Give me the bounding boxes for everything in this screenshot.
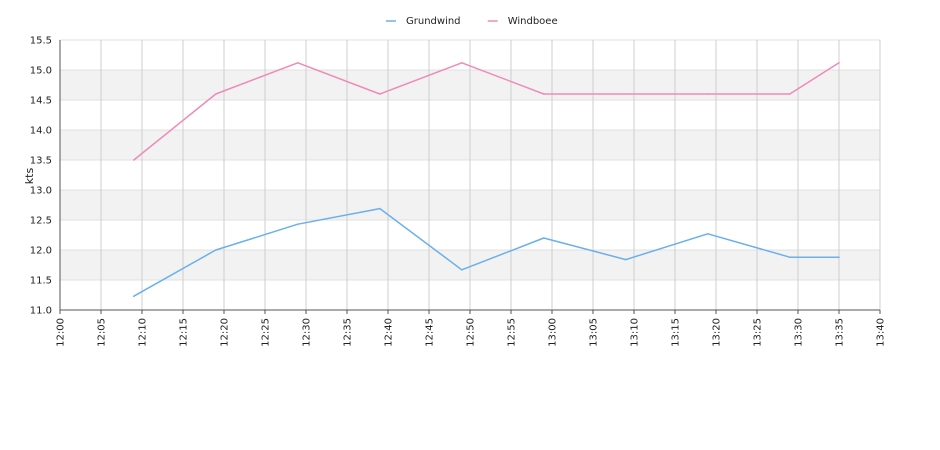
x-tick-label: 13:30 bbox=[794, 318, 805, 347]
x-tick-label: 13:40 bbox=[876, 318, 887, 347]
x-tick-label: 12:10 bbox=[138, 318, 149, 347]
legend-label: Grundwind bbox=[406, 16, 461, 27]
y-axis-label: kts bbox=[23, 168, 36, 185]
x-tick-label: 13:10 bbox=[630, 318, 641, 347]
x-tick-label: 12:50 bbox=[466, 318, 477, 347]
x-tick-label: 13:05 bbox=[589, 318, 600, 347]
x-tick-label: 12:35 bbox=[343, 318, 354, 347]
x-tick-label: 12:30 bbox=[302, 318, 313, 347]
y-tick-label: 12.0 bbox=[30, 246, 52, 257]
y-tick-label: 14.0 bbox=[30, 126, 52, 137]
data-point bbox=[707, 93, 709, 95]
data-point bbox=[543, 237, 545, 239]
data-point bbox=[625, 93, 627, 95]
data-point bbox=[461, 62, 463, 64]
y-tick-label: 11.5 bbox=[30, 276, 52, 287]
legend-item: Windboee bbox=[487, 16, 558, 27]
x-tick-label: 12:45 bbox=[425, 318, 436, 347]
y-tick-label: 13.5 bbox=[30, 156, 52, 167]
x-tick-label: 12:55 bbox=[507, 318, 518, 347]
x-tick-label: 12:00 bbox=[56, 318, 67, 347]
legend-label: Windboee bbox=[508, 16, 558, 27]
series-lines bbox=[133, 62, 840, 298]
x-tick-label: 12:05 bbox=[97, 318, 108, 347]
data-point bbox=[625, 258, 627, 261]
x-tick-label: 12:20 bbox=[220, 318, 231, 347]
data-point bbox=[379, 93, 381, 95]
legend: Grundwind Windboee bbox=[386, 16, 558, 27]
x-tick-label: 13:25 bbox=[753, 318, 764, 347]
data-point bbox=[789, 256, 791, 259]
x-tick-label: 12:40 bbox=[384, 318, 395, 347]
x-tick-label: 13:15 bbox=[671, 318, 682, 347]
x-tick-label: 12:15 bbox=[179, 318, 190, 347]
data-point bbox=[461, 269, 463, 271]
data-point bbox=[838, 256, 840, 259]
data-point bbox=[379, 207, 381, 210]
x-tick-label: 13:35 bbox=[835, 318, 846, 347]
data-point bbox=[838, 62, 840, 64]
y-tick-label: 13.0 bbox=[30, 186, 52, 197]
y-axis-ticks: 11.0 11.5 12.0 12.5 13.0 13.5 14.0 14.5 15.0 15.5 bbox=[30, 36, 52, 317]
gridlines bbox=[59, 39, 881, 311]
data-point bbox=[133, 159, 135, 161]
data-point bbox=[215, 249, 217, 251]
y-tick-label: 15.5 bbox=[30, 36, 52, 47]
y-tick-label: 14.5 bbox=[30, 96, 52, 107]
x-axis-ticks: 12:00 12:05 12:10 12:15 12:20 12:25 12:30 12:35… bbox=[56, 310, 887, 347]
data-point bbox=[133, 295, 135, 298]
data-point bbox=[297, 62, 299, 64]
data-point bbox=[789, 93, 791, 95]
x-tick-label: 13:00 bbox=[548, 318, 559, 347]
x-tick-label: 13:20 bbox=[712, 318, 723, 347]
data-point bbox=[297, 223, 299, 225]
y-tick-label: 11.0 bbox=[30, 306, 52, 317]
data-point bbox=[215, 93, 217, 95]
y-tick-label: 15.0 bbox=[30, 66, 52, 77]
legend-item: Grundwind bbox=[386, 16, 461, 27]
series-line-grundwind bbox=[133, 207, 839, 297]
data-point bbox=[543, 93, 545, 95]
x-tick-label: 12:25 bbox=[261, 318, 272, 347]
data-point bbox=[707, 233, 709, 235]
y-tick-label: 12.5 bbox=[30, 216, 52, 227]
series-line-windboee bbox=[133, 62, 840, 161]
